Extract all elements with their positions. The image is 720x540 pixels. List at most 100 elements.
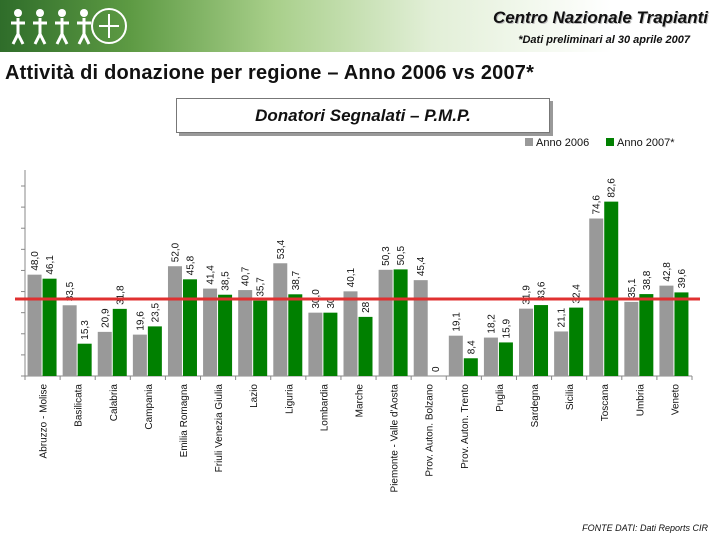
data-label: 19,1 (451, 312, 462, 332)
bar-2006 (413, 280, 428, 376)
data-label: 15,9 (501, 319, 512, 339)
bar-2006 (659, 285, 674, 376)
category-label: Umbria (635, 384, 646, 417)
category-label: Emilia Romagna (179, 384, 190, 458)
data-label: 35,1 (627, 278, 638, 298)
data-label: 38,7 (291, 270, 302, 290)
bar-2007 (639, 294, 654, 376)
chart-title: Donatori Segnalati – P.M.P. (176, 98, 550, 133)
bar-2007 (288, 294, 303, 376)
bar-2007 (604, 201, 619, 376)
data-label: 40,1 (346, 267, 357, 287)
page-title: Attività di donazione per regione – Anno… (5, 62, 535, 84)
bar-2007 (77, 343, 92, 376)
data-label: 82,6 (607, 178, 618, 198)
data-label: 50,5 (396, 245, 407, 265)
category-label: Prov. Auton. Trento (460, 384, 471, 469)
bar-2007 (112, 308, 127, 376)
bar-2006 (27, 274, 42, 376)
legend-label-2006: Anno 2006 (536, 137, 589, 149)
bar-2007 (463, 358, 478, 376)
source-note: FONTE DATI: Dati Reports CIR (582, 523, 708, 533)
bar-2007 (42, 278, 57, 376)
bar-2006 (624, 301, 639, 376)
data-label: 23,5 (150, 302, 161, 322)
data-label: 31,8 (115, 285, 126, 305)
data-label: 8,4 (466, 340, 477, 354)
bar-2007 (358, 316, 373, 376)
bar-2006 (97, 331, 112, 376)
category-label: Marche (355, 384, 366, 418)
data-label: 45,8 (185, 255, 196, 275)
bar-2007 (534, 305, 549, 376)
bar-chart: 48,0 46,1 Abruzzo - Molise 33,5 15,3 Basilica… (15, 137, 700, 493)
data-label: 45,4 (416, 256, 427, 276)
bar-2006 (62, 305, 77, 376)
header-banner: Centro Nazionale Trapianti *Dati prelimi… (0, 0, 720, 52)
header-subtitle: *Dati preliminari al 30 aprile 2007 (518, 34, 690, 46)
bar-2006 (448, 335, 463, 376)
bar-2006 (589, 218, 604, 376)
bar-2007 (253, 300, 268, 376)
category-label: Basilicata (74, 384, 85, 427)
category-label: Lazio (249, 384, 260, 408)
bar-2007 (323, 312, 338, 376)
data-label: 31,9 (522, 285, 533, 305)
bar-2006 (343, 291, 358, 376)
bar-2007 (498, 342, 513, 376)
brand-name: Centro Nazionale Trapianti (492, 8, 708, 27)
bar-2007 (393, 269, 408, 376)
data-label: 39,6 (677, 268, 688, 288)
data-label: 42,8 (662, 262, 673, 282)
data-label: 20,9 (100, 308, 111, 328)
data-label: 48,0 (30, 251, 41, 271)
category-label: Liguria (284, 384, 295, 414)
data-label: 33,6 (537, 281, 548, 301)
data-label: 32,4 (572, 284, 583, 304)
data-label: 74,6 (592, 195, 603, 215)
category-label: Calabria (109, 384, 120, 422)
data-label: 46,1 (45, 255, 56, 275)
legend-swatch-2006 (525, 138, 533, 146)
bar-2006 (483, 337, 498, 376)
category-label: Prov. Auton. Bolzano (425, 384, 436, 477)
legend-label-2007: Anno 2007* (617, 137, 675, 149)
bar-2006 (167, 266, 182, 376)
data-label: 50,3 (381, 246, 392, 266)
category-label: Friuli Venezia Giulia (214, 384, 225, 473)
data-label: 35,7 (256, 277, 267, 297)
data-label: 15,3 (80, 320, 91, 340)
data-label: 30 (326, 297, 337, 309)
bar-2007 (674, 292, 689, 376)
bar-2007 (147, 326, 162, 376)
bar-2007 (218, 294, 233, 376)
data-label: 0 (431, 366, 442, 372)
bar-2007 (182, 279, 197, 376)
category-label: Lombardia (319, 384, 330, 432)
category-label: Puglia (495, 384, 506, 412)
data-label: 33,5 (65, 281, 76, 301)
bar-2007 (569, 307, 584, 376)
category-label: Sardegna (530, 384, 541, 428)
data-label: 38,8 (642, 270, 653, 290)
data-label: 19,6 (135, 311, 146, 331)
category-label: Toscana (600, 384, 611, 422)
data-label: 18,2 (486, 314, 497, 334)
data-label: 28 (361, 301, 372, 313)
data-label: 41,4 (206, 265, 217, 285)
legend-swatch-2007 (606, 138, 614, 146)
data-label: 40,7 (241, 266, 252, 286)
data-label: 38,5 (221, 271, 232, 291)
bar-2006 (554, 331, 569, 376)
bar-2006 (308, 312, 323, 376)
bar-2006 (203, 288, 218, 376)
people-figures-logo-icon (11, 8, 127, 45)
bar-2006 (132, 334, 147, 376)
data-label: 52,0 (170, 242, 181, 262)
category-label: Sicilia (565, 384, 576, 411)
data-label: 21,1 (557, 308, 568, 328)
bar-2006 (238, 290, 253, 376)
category-label: Campania (144, 384, 155, 430)
category-label: Abruzzo - Molise (39, 384, 50, 459)
category-label: Piemonte - Valle d'Aosta (390, 384, 401, 493)
